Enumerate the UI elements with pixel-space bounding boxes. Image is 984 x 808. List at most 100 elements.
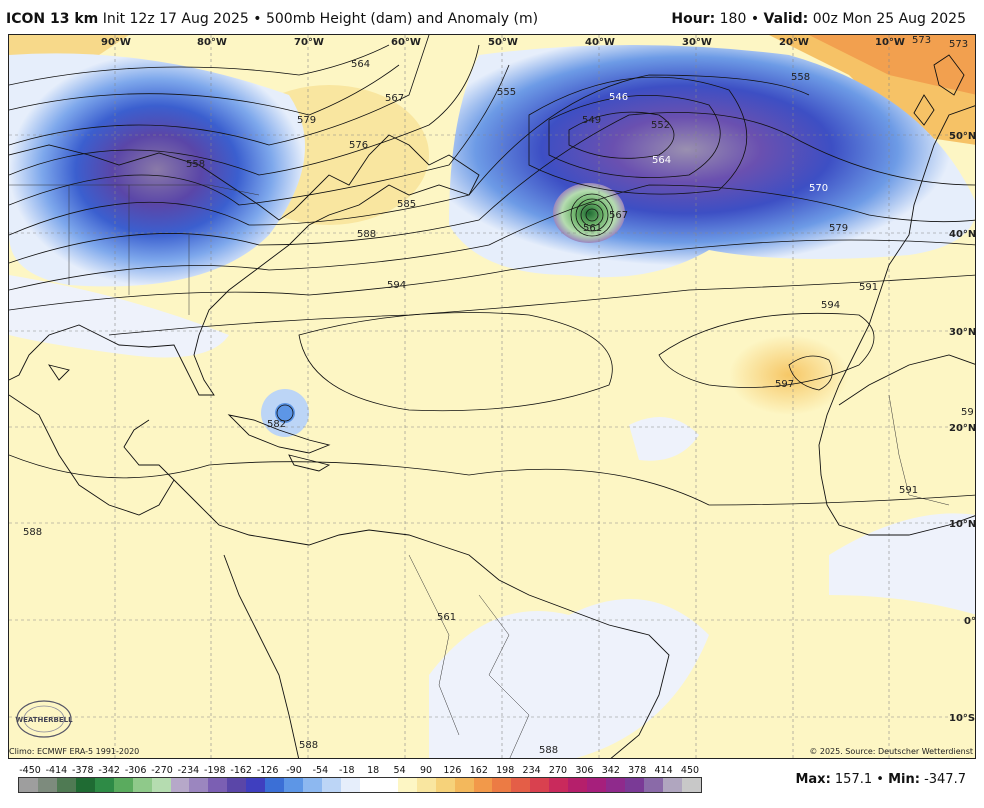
lat-label: 0° bbox=[964, 616, 976, 627]
max-label: Max: bbox=[795, 772, 831, 787]
cutoff-low bbox=[553, 183, 625, 243]
lat-label: 30°N bbox=[949, 327, 976, 338]
weatherbell-logo: WEATHERBELL bbox=[15, 700, 73, 738]
colorbar-tick: 90 bbox=[419, 765, 433, 776]
forecast-map[interactable]: 546 549 552 555 558 558 561 564 564 567 … bbox=[8, 34, 976, 759]
map-canvas: 546 549 552 555 558 558 561 564 564 567 … bbox=[9, 35, 976, 758]
colorbar-tick: -378 bbox=[72, 765, 94, 776]
colorbar-swatch bbox=[208, 778, 228, 792]
lon-label: 60°W bbox=[391, 37, 421, 48]
colorbar-swatch bbox=[56, 778, 76, 792]
height-contours bbox=[9, 35, 975, 506]
colorbar-swatch bbox=[303, 778, 322, 792]
colorbar-swatch bbox=[113, 778, 133, 792]
longitude-labels: 90°W 80°W 70°W 60°W 50°W 40°W 30°W 20°W … bbox=[101, 37, 905, 48]
colorbar-tick: 54 bbox=[393, 765, 406, 776]
product-name: 500mb Height (dam) and Anomaly (m) bbox=[265, 11, 539, 27]
colorbar bbox=[18, 777, 702, 793]
coastlines bbox=[9, 54, 975, 758]
colorbar-swatch bbox=[416, 778, 436, 792]
colorbar-tick: 450 bbox=[680, 765, 700, 776]
colorbar-swatch bbox=[662, 778, 682, 792]
contour-label: 567 bbox=[609, 210, 628, 221]
colorbar-ticks: -450 -414 -378 -342 -306 -270 -234 -198 -162 -126… bbox=[18, 765, 702, 777]
contour-label: 558 bbox=[791, 72, 810, 83]
contour-label: 552 bbox=[651, 120, 670, 131]
colorbar-tick: 270 bbox=[548, 765, 568, 776]
colorbar-tick: -162 bbox=[230, 765, 252, 776]
colorbar-swatch bbox=[397, 778, 417, 792]
colorbar-tick: -90 bbox=[286, 765, 302, 776]
contour-label: 594 bbox=[387, 280, 406, 291]
colorbar-tick: -450 bbox=[19, 765, 41, 776]
contour-label: 555 bbox=[497, 87, 516, 98]
contour-label: 546 bbox=[609, 92, 628, 103]
contour-label: 561 bbox=[437, 612, 456, 623]
lon-label: 30°W bbox=[682, 37, 712, 48]
latitude-labels: 50°N 40°N 30°N 20°N 10°N 0° 10°S bbox=[949, 131, 976, 724]
contour-label: 561 bbox=[583, 223, 602, 234]
colorbar-swatch bbox=[340, 778, 360, 792]
colorbar-tick: 234 bbox=[522, 765, 541, 776]
colorbar-swatch bbox=[435, 778, 455, 792]
colorbar-swatch bbox=[284, 778, 304, 792]
contour-label: 59 bbox=[961, 407, 974, 418]
contour-label: 573 bbox=[949, 39, 968, 50]
colorbar-swatch bbox=[643, 778, 663, 792]
colorbar-swatch bbox=[359, 778, 379, 792]
colorbar-tick: 342 bbox=[601, 765, 620, 776]
lat-label: 10°S bbox=[949, 713, 975, 724]
init-time: Init 12z 17 Aug 2025 bbox=[102, 11, 249, 27]
max-min-separator: • bbox=[876, 772, 884, 787]
trough-great-lakes bbox=[9, 53, 305, 287]
cool-anomaly-central-atl bbox=[629, 417, 699, 461]
colorbar-swatch bbox=[151, 778, 171, 792]
colorbar-tick: 306 bbox=[575, 765, 594, 776]
valid-separator: • bbox=[750, 11, 760, 27]
colorbar-swatch bbox=[625, 778, 644, 792]
warm-anomaly-africa bbox=[729, 335, 849, 415]
climo-note: Climo: ECMWF ERA-5 1991-2020 bbox=[9, 747, 140, 756]
graticule bbox=[9, 35, 975, 758]
colorbar-tick: -414 bbox=[45, 765, 68, 776]
contour-label: 579 bbox=[829, 223, 848, 234]
warm-anomaly-ne-core bbox=[809, 35, 975, 95]
lat-label: 20°N bbox=[949, 423, 976, 434]
header-separator: • bbox=[253, 11, 262, 27]
contour-label: 549 bbox=[582, 115, 601, 126]
contour-label: 570 bbox=[809, 183, 828, 194]
contour-label: 588 bbox=[357, 229, 376, 240]
model-name: ICON 13 km bbox=[6, 11, 99, 27]
cool-anomaly-usa-south bbox=[9, 275, 229, 358]
colorbar-swatch bbox=[530, 778, 550, 792]
colorbar-swatch bbox=[511, 778, 531, 792]
colorbar-swatch bbox=[322, 778, 341, 792]
contour-label: 564 bbox=[351, 59, 370, 70]
cool-anomaly-brazil bbox=[429, 599, 709, 758]
colorbar-tick: -306 bbox=[124, 765, 147, 776]
contour-label: 585 bbox=[397, 199, 416, 210]
colorbar-swatch bbox=[681, 778, 701, 792]
colorbar-tick: -198 bbox=[204, 765, 226, 776]
colorbar-swatch bbox=[568, 778, 588, 792]
colorbar-tick: 18 bbox=[367, 765, 380, 776]
header: ICON 13 km Init 12z 17 Aug 2025 • 500mb … bbox=[0, 0, 984, 34]
contour-label: 567 bbox=[385, 93, 404, 104]
cool-anomaly-gulf-guinea bbox=[829, 513, 975, 615]
contour-label: 582 bbox=[267, 419, 286, 430]
contour-labels: 546 549 552 555 558 558 561 564 564 567 … bbox=[23, 35, 974, 756]
colorbar-swatch bbox=[37, 778, 57, 792]
colorbar-tick: 162 bbox=[469, 765, 488, 776]
lat-label: 40°N bbox=[949, 229, 976, 240]
colorbar-tick: 198 bbox=[496, 765, 515, 776]
contour-label: 573 bbox=[912, 35, 931, 46]
contour-label: 588 bbox=[299, 740, 318, 751]
borders bbox=[9, 184, 950, 758]
contour-label: 594 bbox=[821, 300, 840, 311]
colorbar-tick: -270 bbox=[151, 765, 173, 776]
colorbar-tick: -54 bbox=[312, 765, 329, 776]
min-label: Min: bbox=[888, 772, 920, 787]
contour-label: 591 bbox=[859, 282, 878, 293]
colorbar-swatch bbox=[189, 778, 209, 792]
contour-label: 558 bbox=[186, 159, 205, 170]
